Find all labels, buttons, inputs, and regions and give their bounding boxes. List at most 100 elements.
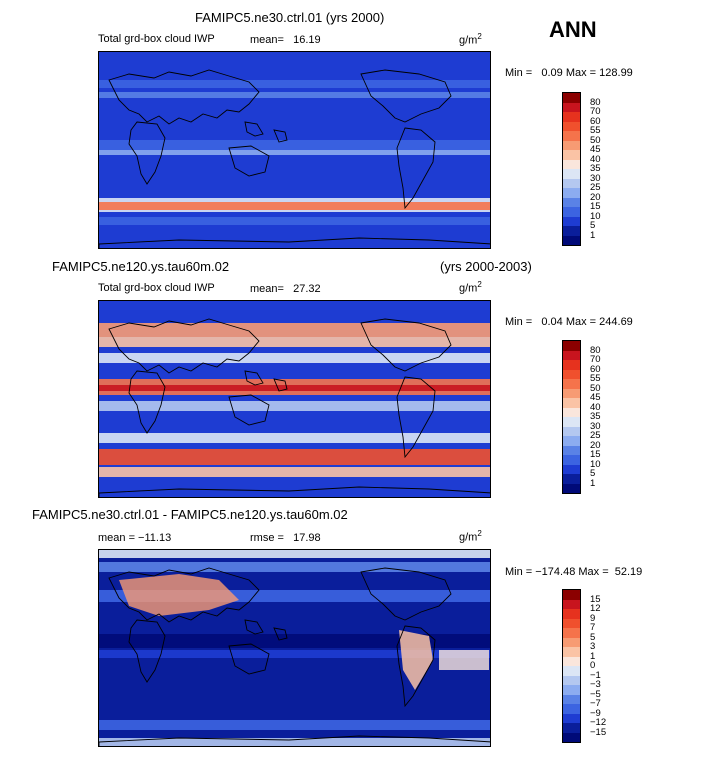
colorbar-label: 0 <box>590 660 596 671</box>
colorbar-label: 35 <box>590 163 601 174</box>
panel-2-variable: Total grd-box cloud IWP <box>98 282 215 294</box>
colorbar-label: 20 <box>590 439 601 451</box>
colorbar-swatch <box>563 704 580 714</box>
panel-1-case-title: FAMIPC5.ne30.ctrl.01 (yrs 2000) <box>195 10 385 25</box>
colorbar-swatch <box>563 723 580 733</box>
colorbar-swatch <box>563 350 580 360</box>
colorbar-label: −9 <box>590 707 601 719</box>
colorbar-label: 55 <box>590 373 601 384</box>
panel-2-units-base: g/m <box>459 282 478 295</box>
panel-3-map <box>98 549 491 747</box>
colorbar-swatch <box>563 188 580 198</box>
colorbar-swatch <box>563 226 580 236</box>
panel-3-mean: mean = −11.13 <box>98 532 172 544</box>
panel-2-colorbar <box>562 340 581 494</box>
colorbar-label: 10 <box>590 458 601 470</box>
colorbar-swatch <box>563 169 580 179</box>
panel-2-mean: mean= 27.32 <box>250 283 321 295</box>
colorbar-label: 5 <box>590 468 596 479</box>
colorbar-swatch <box>563 197 580 207</box>
colorbar-swatch <box>563 417 580 427</box>
colorbar-swatch <box>563 474 580 484</box>
panel-1-variable: Total grd-box cloud IWP <box>98 33 215 45</box>
colorbar-label: 1 <box>590 477 596 489</box>
colorbar-label: 5 <box>590 631 596 643</box>
colorbar-label: 45 <box>590 144 601 155</box>
colorbar-swatch <box>563 341 580 351</box>
colorbar-label: 25 <box>590 430 601 441</box>
panel-2-units: g/m2 <box>459 281 482 295</box>
colorbar-swatch <box>563 609 580 619</box>
colorbar-swatch <box>563 713 580 723</box>
colorbar-swatch <box>563 121 580 131</box>
panel-3-rmse: rmse = 17.98 <box>250 532 321 544</box>
colorbar-label: −15 <box>590 726 607 738</box>
field-map <box>99 301 490 497</box>
panel-1-units-base: g/m <box>459 34 478 47</box>
colorbar-swatch <box>563 455 580 465</box>
colorbar-swatch <box>563 102 580 112</box>
panel-2-map <box>98 300 491 498</box>
colorbar-label: 7 <box>590 622 596 633</box>
season-label: ANN <box>549 17 597 42</box>
colorbar-swatch <box>563 159 580 169</box>
colorbar-swatch <box>563 436 580 446</box>
colorbar-swatch <box>563 178 580 188</box>
colorbar-swatch <box>563 732 580 742</box>
colorbar-label: 1 <box>590 650 596 662</box>
colorbar-swatch <box>563 675 580 685</box>
colorbar-label: 40 <box>590 401 601 413</box>
panel-1-minmax: Min = 0.09 Max = 128.99 <box>505 67 633 79</box>
colorbar-swatch <box>563 599 580 609</box>
colorbar-label: 3 <box>590 641 596 652</box>
colorbar-swatch <box>563 426 580 436</box>
colorbar-label: −1 <box>590 669 601 681</box>
colorbar-swatch <box>563 112 580 122</box>
colorbar-swatch <box>563 445 580 455</box>
panel-2-case-title: FAMIPC5.ne120.ys.tau60m.02 <box>52 259 230 274</box>
colorbar-label: 80 <box>590 96 601 108</box>
colorbar-label: 15 <box>590 593 601 605</box>
colorbar-label: 15 <box>590 449 601 460</box>
panel-2-minmax: Min = 0.04 Max = 244.69 <box>505 316 633 328</box>
colorbar-swatch <box>563 369 580 379</box>
colorbar-label: 30 <box>590 420 601 432</box>
colorbar-swatch <box>563 150 580 160</box>
panel-3-case-title: FAMIPC5.ne30.ctrl.01 - FAMIPC5.ne120.ys.… <box>32 507 348 522</box>
colorbar-label: 60 <box>590 363 601 375</box>
colorbar-label: 12 <box>590 603 601 614</box>
colorbar-label: 5 <box>590 220 596 231</box>
colorbar-label: 60 <box>590 115 601 127</box>
colorbar-label: 50 <box>590 134 601 146</box>
colorbar-swatch <box>563 235 580 245</box>
colorbar-swatch <box>563 685 580 695</box>
colorbar-label: 15 <box>590 201 601 212</box>
colorbar-swatch <box>563 483 580 493</box>
colorbar-swatch <box>563 628 580 638</box>
panel-2-years: (yrs 2000-2003) <box>440 259 532 274</box>
colorbar-label: 40 <box>590 153 601 165</box>
colorbar-label: 1 <box>590 229 596 241</box>
colorbar-swatch <box>563 637 580 647</box>
panel-1-mean: mean= 16.19 <box>250 34 321 46</box>
field-map <box>99 52 490 248</box>
colorbar-swatch <box>563 93 580 103</box>
colorbar-swatch <box>563 694 580 704</box>
colorbar-label: −3 <box>590 679 601 690</box>
panel-1-colorbar <box>562 92 581 246</box>
colorbar-label: 80 <box>590 344 601 356</box>
colorbar-label: 9 <box>590 612 596 624</box>
colorbar-label: 70 <box>590 354 601 365</box>
colorbar-swatch <box>563 666 580 676</box>
panel-1-map <box>98 51 491 249</box>
panel-3-units: g/m2 <box>459 530 482 544</box>
colorbar-label: 20 <box>590 191 601 203</box>
colorbar-swatch <box>563 207 580 217</box>
colorbar-swatch <box>563 407 580 417</box>
colorbar-swatch <box>563 647 580 657</box>
colorbar-swatch <box>563 379 580 389</box>
colorbar-swatch <box>563 388 580 398</box>
colorbar-label: 10 <box>590 210 601 222</box>
colorbar-swatch <box>563 618 580 628</box>
colorbar-label: 25 <box>590 182 601 193</box>
